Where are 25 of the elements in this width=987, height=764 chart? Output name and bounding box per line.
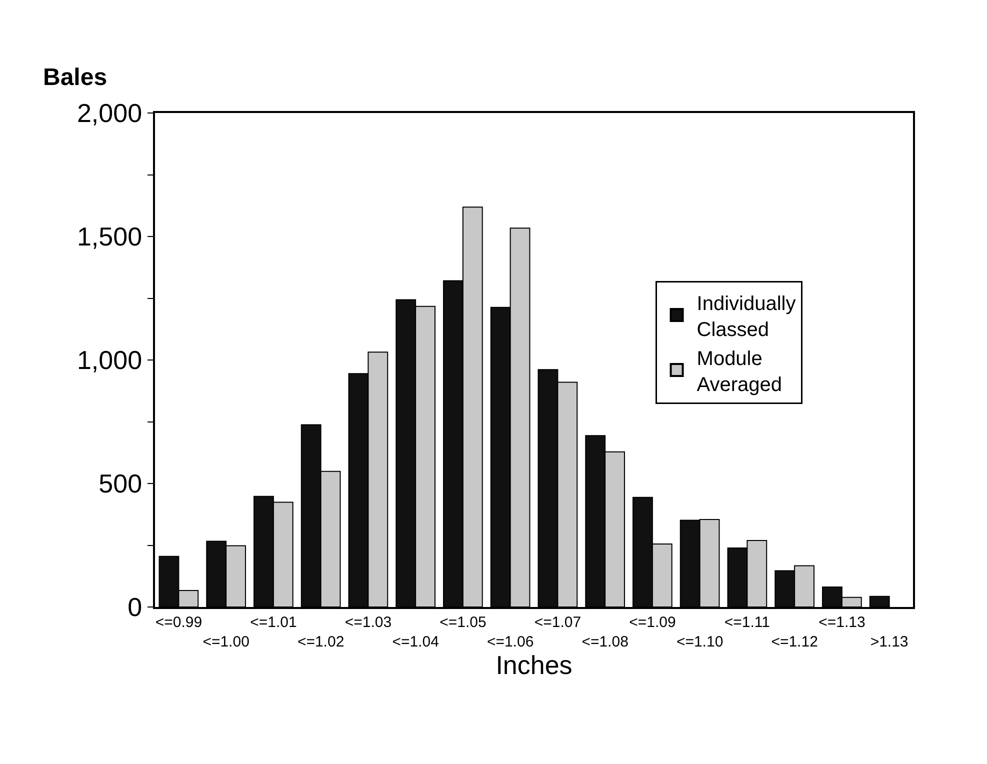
y-tick-label: 2,000	[76, 98, 142, 128]
x-tick-label: <=1.04	[392, 633, 439, 650]
x-tick-label: <=1.09	[629, 614, 676, 631]
x-tick-label: <=1.08	[582, 633, 628, 650]
x-tick-label: <=1.11	[724, 614, 770, 631]
x-tick-label: <=1.01	[250, 614, 297, 631]
x-tick-label: <=0.99	[155, 614, 202, 631]
x-axis-title: Inches	[496, 650, 572, 680]
x-tick-label: >1.13	[870, 633, 908, 650]
y-tick-label: 0	[128, 592, 142, 622]
x-tick-label: <=1.03	[344, 614, 392, 631]
y-axis-title: Bales	[43, 64, 108, 91]
legend-label: Individually Classed	[696, 292, 796, 341]
y-tick-label: 500	[98, 468, 142, 499]
x-tick-label: <=1.00	[202, 633, 250, 650]
x-tick-label: <=1.07	[534, 614, 582, 631]
x-tick-label: <=1.06	[486, 633, 534, 650]
x-tick-label: <=1.10	[676, 633, 724, 650]
x-tick-label: <=1.02	[297, 633, 344, 650]
y-tick-label: 1,000	[76, 345, 142, 376]
x-tick-label: <=1.05	[440, 614, 486, 631]
legend-label: Module Averaged	[696, 348, 782, 396]
y-tick-label: 1,500	[76, 222, 142, 252]
x-tick-label: <=1.12	[771, 633, 818, 650]
x-tick-label: <=1.13	[818, 614, 866, 631]
